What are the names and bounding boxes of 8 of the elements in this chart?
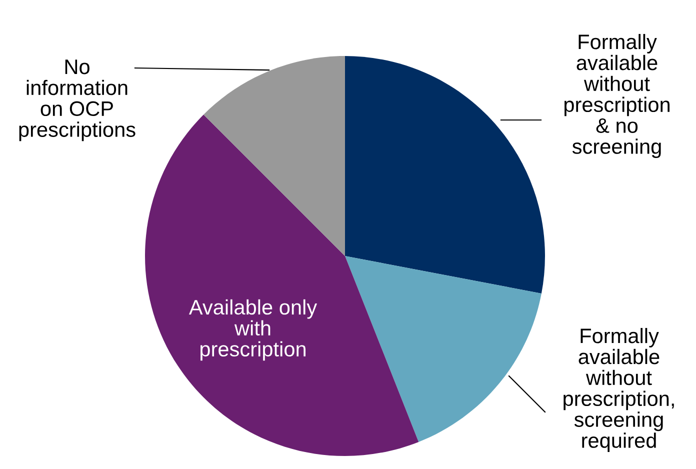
pie-slice xyxy=(204,56,345,256)
slice-label: Formally available without prescription, screening required xyxy=(564,328,674,452)
pie-slice xyxy=(145,114,419,456)
pie-slice xyxy=(345,256,542,442)
slice-label: Available only with prescription xyxy=(188,299,318,361)
pie-slice xyxy=(345,56,545,294)
slice-label: No information on OCP prescriptions xyxy=(19,60,136,142)
slice-label: Formally available without prescription & no screening xyxy=(564,34,670,158)
